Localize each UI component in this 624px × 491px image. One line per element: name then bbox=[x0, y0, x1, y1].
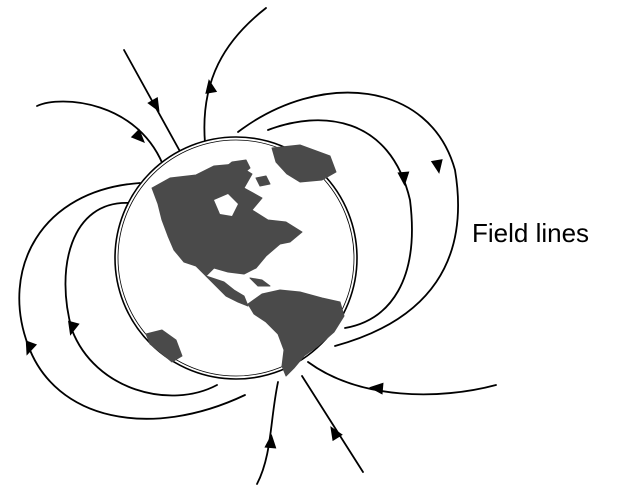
arrow-icon bbox=[25, 340, 38, 356]
field-line-right-inner bbox=[267, 119, 413, 329]
field-line-upper-left bbox=[36, 100, 166, 171]
field-line-top-center bbox=[203, 7, 267, 144]
arrow-icon bbox=[330, 426, 343, 442]
field-line-right-outer bbox=[237, 91, 459, 347]
field-lines-label: Field lines bbox=[472, 218, 590, 248]
arctic-islands bbox=[221, 159, 251, 177]
arrow-icon bbox=[264, 434, 277, 449]
arrow-icon bbox=[130, 128, 145, 143]
arrow-icon bbox=[68, 320, 80, 336]
arctic-island-small bbox=[255, 175, 271, 187]
field-line-bottom-center bbox=[256, 381, 279, 485]
south-america-landmass bbox=[247, 289, 345, 377]
central-america-landmass bbox=[205, 275, 249, 307]
greenland-landmass bbox=[271, 144, 337, 183]
field-line-bottom-right bbox=[307, 361, 497, 396]
earth-globe-icon bbox=[114, 136, 358, 380]
arrowheads bbox=[25, 79, 443, 449]
arrow-icon bbox=[147, 96, 160, 113]
southern-landmass bbox=[145, 329, 183, 363]
arrow-icon bbox=[205, 79, 218, 94]
hudson-bay bbox=[214, 194, 238, 216]
arrow-icon bbox=[397, 171, 410, 186]
arrow-icon bbox=[430, 159, 443, 174]
caribbean-islands bbox=[249, 277, 271, 287]
arrow-icon bbox=[369, 382, 384, 395]
field-line-bottom-radial bbox=[301, 375, 364, 473]
